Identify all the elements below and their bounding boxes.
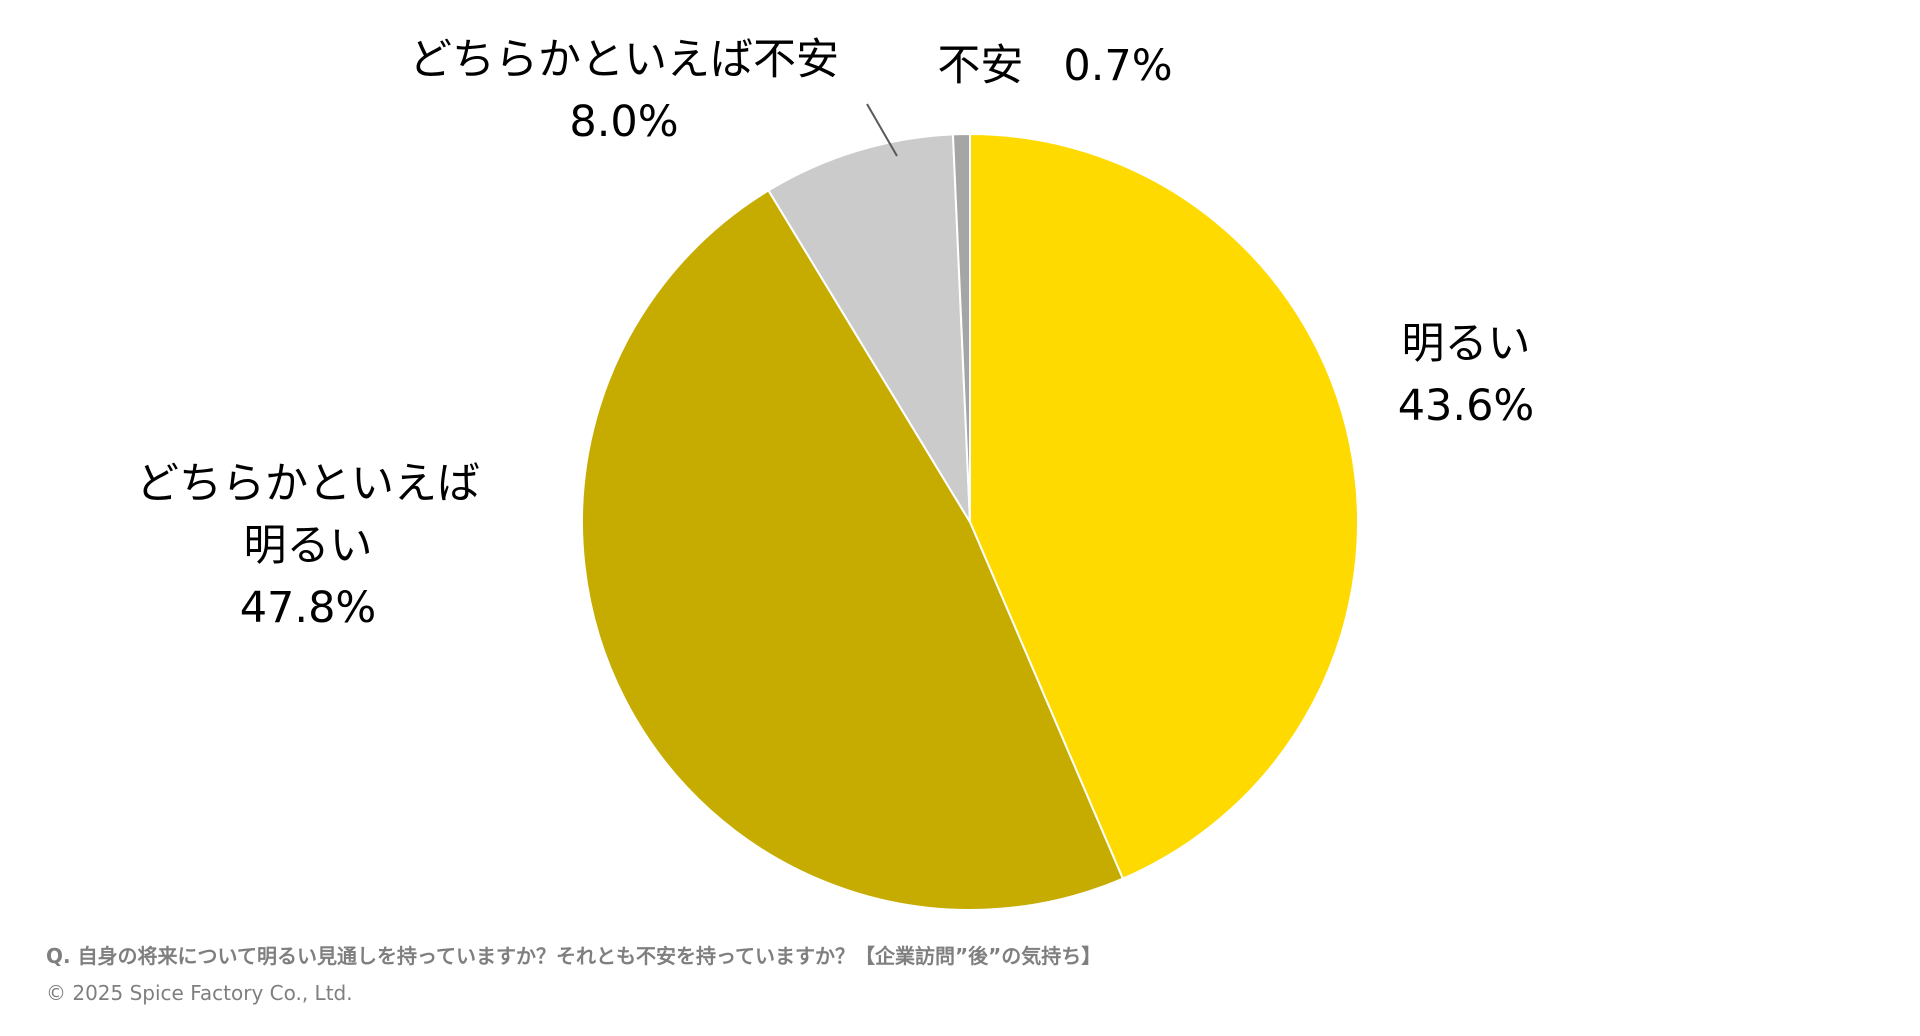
slice-value-label-1: 47.8%: [240, 583, 377, 633]
slice-value-label-3: 0.7%: [1063, 41, 1172, 91]
slice-label-text-0: 明るい: [1402, 319, 1531, 369]
pie-slices: [581, 132, 1359, 911]
slice-label-text-2: どちらかといえば不安: [409, 35, 839, 85]
leader-line-2: [866, 103, 898, 157]
slice-value-label-2: 8.0%: [569, 97, 678, 147]
slice-label-2: どちらかといえば不安 8.0%: [409, 35, 839, 147]
slice-label-text-1: どちらかといえば: [136, 459, 480, 509]
slice-value-label-0: 43.6%: [1398, 381, 1535, 431]
pie-slice-3: [951, 132, 971, 523]
slice-label-0: 明るい 43.6%: [1398, 319, 1535, 431]
survey-question: Q. 自身の将来について明るい見通しを持っていますか？それとも不安を持っています…: [46, 944, 1102, 968]
pie-slice-1: [581, 189, 1125, 911]
slice-label-text-1: 明るい: [244, 521, 373, 571]
leader-lines: [866, 103, 898, 157]
slice-label-1: どちらかといえば明るい 47.8%: [136, 459, 480, 633]
pie-slice-0: [969, 132, 1359, 880]
slice-label-text-3: 不安: [937, 41, 1023, 91]
slice-labels: 明るい 43.6%どちらかといえば明るい 47.8%どちらかといえば不安 8.0%不安…: [136, 35, 1534, 633]
pie-slice-2: [767, 133, 971, 523]
copyright: © 2025 Spice Factory Co., Ltd.: [46, 981, 353, 1005]
slice-label-3: 不安 0.7%: [937, 41, 1172, 91]
